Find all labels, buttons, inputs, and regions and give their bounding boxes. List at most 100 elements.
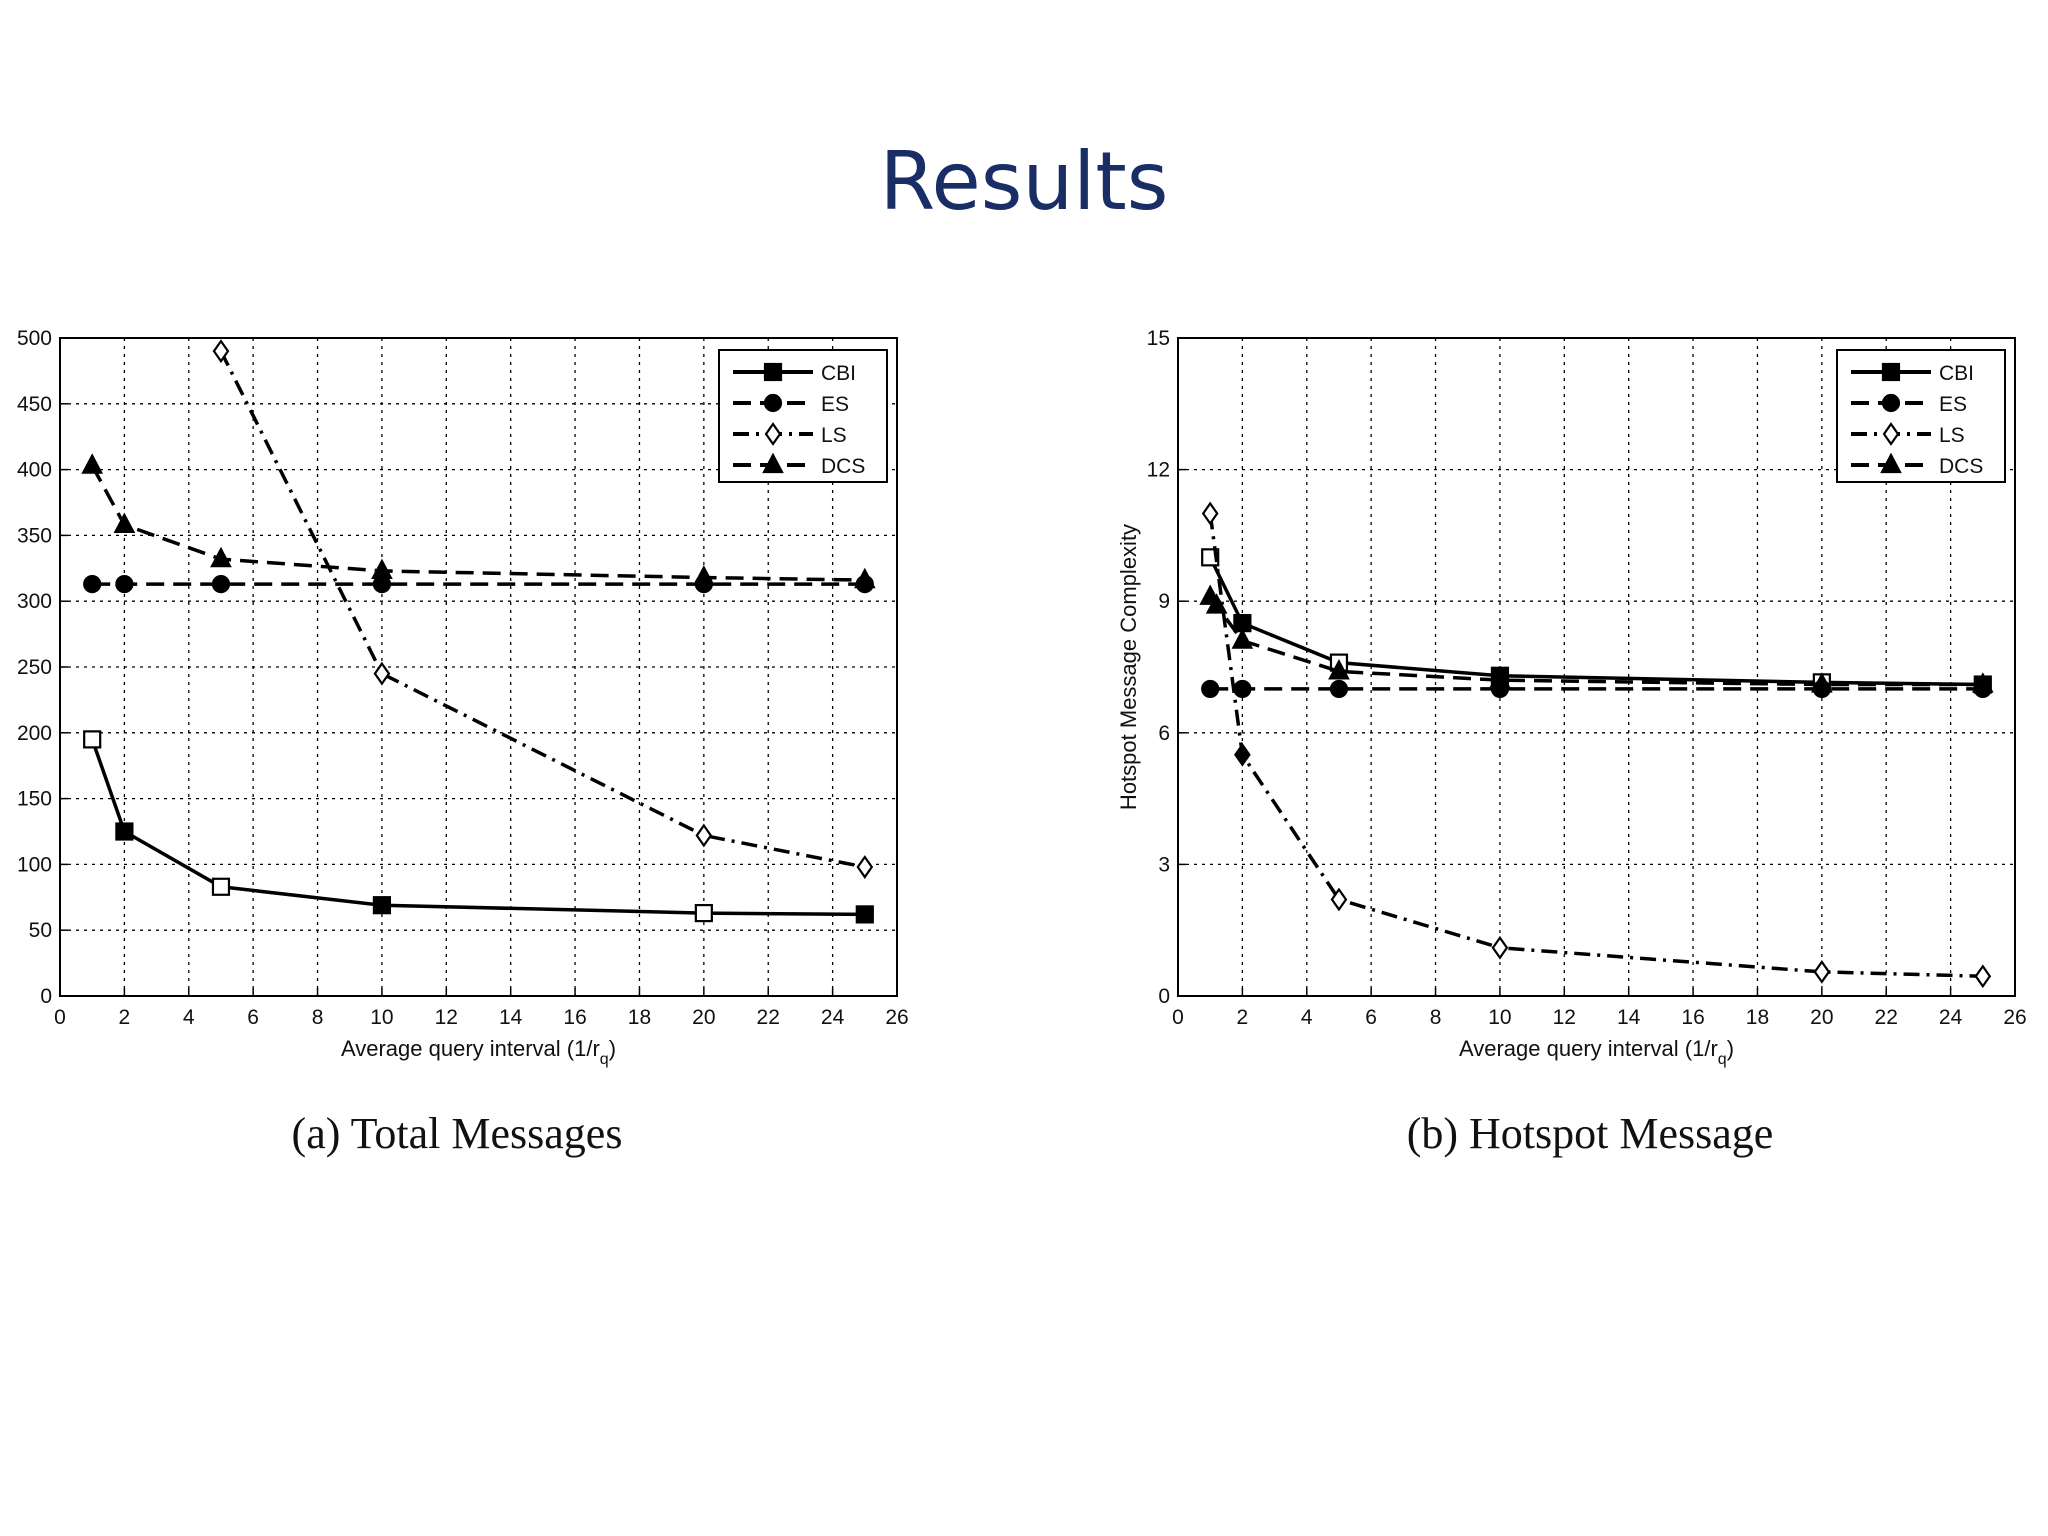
series-line-dcs (1208, 595, 1983, 687)
legend-marker-dcs (1880, 452, 1902, 474)
x-axis-label-end: ) (1727, 1036, 1734, 1061)
legend-label-cbi: CBI (821, 362, 856, 385)
point-ls (856, 855, 874, 879)
x-tick-label: 0 (54, 1006, 66, 1029)
x-tick-label: 12 (435, 1006, 458, 1029)
x-axis-label-subscript: q (1718, 1051, 1727, 1068)
x-tick-label: 16 (563, 1006, 586, 1029)
y-tick-label: 200 (17, 722, 52, 745)
y-tick-label: 250 (17, 656, 52, 679)
x-tick-label: 2 (1237, 1006, 1249, 1029)
point-cbi (211, 877, 231, 896)
point-cbi (372, 896, 392, 915)
point-es (1201, 679, 1220, 699)
x-tick-label: 6 (1365, 1006, 1377, 1029)
point-ls (1201, 501, 1219, 526)
y-tick-label: 9 (1158, 590, 1170, 613)
series-line-cbi (90, 738, 865, 917)
total-messages-chart: 0 2 4 6 8 10 12 14 16 18 20 22 24 2605010015020025030… (17, 327, 909, 1068)
x-tick-label: 4 (183, 1006, 195, 1029)
legend-label-ls: LS (821, 424, 847, 447)
series-cbi (83, 730, 874, 924)
caption-total-messages: (a) Total Messages (291, 1109, 623, 1158)
x-tick-label: 10 (370, 1006, 393, 1029)
point-ls (212, 339, 230, 364)
point-es (83, 574, 102, 594)
point-ls (1234, 742, 1251, 767)
series-line-cbi (1208, 556, 1983, 687)
y-tick-label: 100 (17, 853, 52, 876)
legend-label-ls: LS (1939, 424, 1965, 447)
legend: CBI ES LS DCS (1836, 349, 2006, 483)
plot-area: 0 2 4 6 8 10 12 14 16 18 20 22 24 2605010015020025030… (17, 327, 909, 1068)
series-line-ls (219, 350, 866, 869)
legend-marker-es (1881, 393, 1901, 413)
point-ls (1491, 935, 1509, 960)
point-es (1233, 679, 1252, 699)
x-tick-label: 12 (1553, 1006, 1576, 1029)
y-tick-label: 3 (1158, 853, 1170, 876)
x-tick-label: 18 (1746, 1006, 1769, 1029)
series-ls (1201, 501, 1992, 989)
x-tick-label: 14 (1617, 1006, 1641, 1029)
point-ls (373, 661, 391, 686)
y-tick-label: 450 (17, 393, 52, 416)
series-line-ls (1208, 513, 1983, 979)
point-dcs (1811, 672, 1833, 693)
legend-marker-es (763, 393, 783, 413)
point-dcs (81, 453, 104, 474)
y-tick-label: 0 (40, 985, 52, 1008)
point-cbi (115, 822, 134, 841)
point-dcs (1328, 659, 1350, 680)
legend: CBI ES LS DCS (718, 349, 888, 483)
y-tick-label: 6 (1158, 722, 1170, 745)
caption-hotspot-message: (b) Hotspot Message (1406, 1109, 1774, 1158)
point-ls (1974, 964, 1992, 989)
y-tick-label: 12 (1147, 459, 1170, 482)
x-axis-label-subscript: q (600, 1051, 609, 1068)
y-tick-label: 15 (1147, 327, 1170, 350)
legend-label-dcs: DCS (821, 455, 865, 478)
x-tick-label: 8 (1430, 1006, 1442, 1029)
x-axis-label-end: ) (609, 1036, 616, 1061)
x-axis-label-main: Average query interval (1/r (1459, 1036, 1718, 1061)
y-tick-label: 350 (17, 524, 52, 547)
legend-label-dcs: DCS (1939, 455, 1983, 478)
x-tick-label: 10 (1488, 1006, 1511, 1029)
x-tick-label: 16 (1681, 1006, 1704, 1029)
point-cbi (83, 730, 102, 749)
point-dcs (1489, 667, 1511, 689)
point-dcs (371, 558, 393, 580)
legend-marker-ls (764, 422, 782, 446)
point-ls (1330, 887, 1348, 912)
x-tick-label: 0 (1172, 1006, 1184, 1029)
legend-label-cbi: CBI (1939, 362, 1974, 385)
legend-label-es: ES (1939, 393, 1967, 416)
legend-marker-dcs (762, 452, 784, 474)
x-tick-label: 26 (2003, 1006, 2026, 1029)
plot-frame (1177, 337, 2016, 997)
point-cbi (694, 903, 713, 923)
legend-marker-cbi (1881, 362, 1901, 382)
point-cbi (855, 905, 874, 924)
point-dcs (1231, 628, 1254, 649)
y-tick-label: 0 (1158, 985, 1170, 1008)
y-tick-label: 400 (17, 459, 52, 482)
series-cbi (1201, 548, 1992, 694)
series-ls (212, 339, 874, 879)
point-es (115, 574, 134, 594)
slide-title: Results (879, 135, 1169, 228)
point-dcs (1205, 593, 1228, 614)
y-tick-label: 50 (29, 919, 52, 942)
y-tick-label: 300 (17, 590, 52, 613)
x-axis-label: Average query interval (1/rq) (341, 1036, 616, 1068)
y-tick-label: 500 (17, 327, 52, 350)
x-tick-label: 24 (821, 1006, 845, 1029)
point-ls (1813, 959, 1831, 984)
legend-marker-cbi (763, 362, 783, 382)
x-tick-label: 20 (692, 1006, 715, 1029)
point-dcs (210, 546, 232, 568)
x-tick-label: 18 (628, 1006, 651, 1029)
